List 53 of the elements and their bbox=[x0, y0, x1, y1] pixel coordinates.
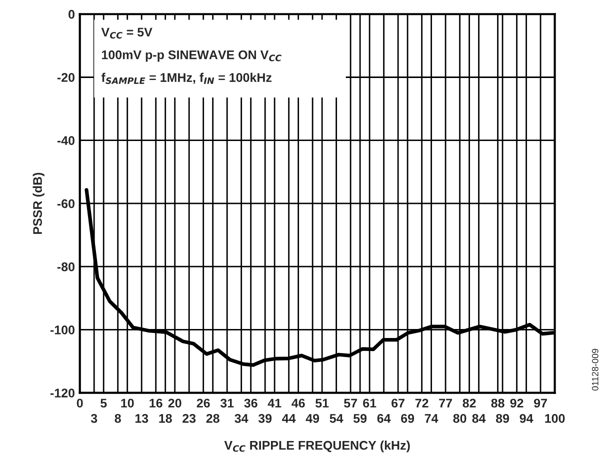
x2-tick-label: 69 bbox=[401, 414, 414, 423]
annotation: V$_{CC}$ = 5V bbox=[101, 28, 152, 39]
x2-tick-label: 39 bbox=[258, 414, 272, 423]
x2-tick-label: 84 bbox=[472, 414, 486, 423]
x-tick-label: 36 bbox=[244, 398, 258, 408]
x2-tick-label: 34 bbox=[234, 414, 248, 423]
annotation: 100mV p-p SINEWAVE ON V$_{CC}$ bbox=[102, 50, 282, 62]
x-tick-label: 0 bbox=[76, 398, 83, 408]
y-tick-label: -100 bbox=[50, 326, 74, 334]
x-tick-label: 82 bbox=[462, 398, 476, 408]
y-axis-title: PSSR (dB) bbox=[32, 172, 44, 234]
y-tick-label: -80 bbox=[57, 262, 74, 272]
x-tick-label: 5 bbox=[100, 398, 107, 408]
x-axis-title: V$_{CC}$ RIPPLE FREQUENCY (kHz) bbox=[224, 440, 410, 452]
x2-tick-label: 74 bbox=[424, 414, 438, 423]
x-tick-label: 72 bbox=[415, 398, 428, 408]
y-tick-label: 0 bbox=[68, 10, 74, 19]
x2-tick-label: 23 bbox=[182, 414, 196, 423]
x-tick-label: 67 bbox=[392, 398, 404, 408]
x2-tick-label: 44 bbox=[282, 414, 296, 423]
y-tick-label: -20 bbox=[57, 73, 74, 82]
x-tick-label: 46 bbox=[292, 398, 305, 408]
text: 01128-009 bbox=[592, 348, 598, 391]
x-tick-label: 88 bbox=[491, 398, 504, 408]
x-tick-label: 57 bbox=[344, 398, 357, 408]
x2-tick-label: 3 bbox=[90, 414, 98, 423]
x2-tick-label: 100 bbox=[545, 414, 565, 423]
x-tick-label: 51 bbox=[316, 398, 329, 408]
x-tick-label: 77 bbox=[439, 398, 452, 408]
x2-tick-label: 28 bbox=[206, 414, 220, 423]
x-tick-label: 20 bbox=[168, 398, 182, 408]
x2-tick-label: 8 bbox=[114, 414, 121, 423]
x-tick-label: 61 bbox=[363, 398, 376, 408]
x2-tick-label: 89 bbox=[496, 414, 510, 423]
y-tick-label: -60 bbox=[57, 199, 74, 208]
x-tick-label: 41 bbox=[268, 398, 282, 408]
x-tick-label: 10 bbox=[121, 398, 134, 408]
x-tick-label: 26 bbox=[196, 398, 210, 408]
x2-tick-label: 49 bbox=[306, 414, 320, 423]
x2-tick-label: 64 bbox=[377, 414, 391, 423]
annotation: f$_{SAMPLE}$ = 1MHz, f$_{IN}$ = 100kHz bbox=[101, 72, 272, 84]
x2-tick-label: 59 bbox=[354, 414, 367, 423]
x2-tick-label: 94 bbox=[520, 414, 534, 423]
x2-tick-label: 54 bbox=[330, 414, 344, 423]
y-tick-label: -40 bbox=[57, 136, 74, 146]
y-tick-label: -120 bbox=[50, 388, 74, 398]
x-tick-label: 92 bbox=[510, 398, 524, 408]
x-tick-label: 97 bbox=[534, 398, 547, 408]
x-tick-label: 31 bbox=[220, 398, 234, 408]
x2-tick-label: 18 bbox=[159, 414, 172, 423]
x2-tick-label: 13 bbox=[135, 414, 148, 423]
x-tick-label: 16 bbox=[150, 398, 162, 408]
x2-tick-label: 80 bbox=[453, 414, 466, 423]
